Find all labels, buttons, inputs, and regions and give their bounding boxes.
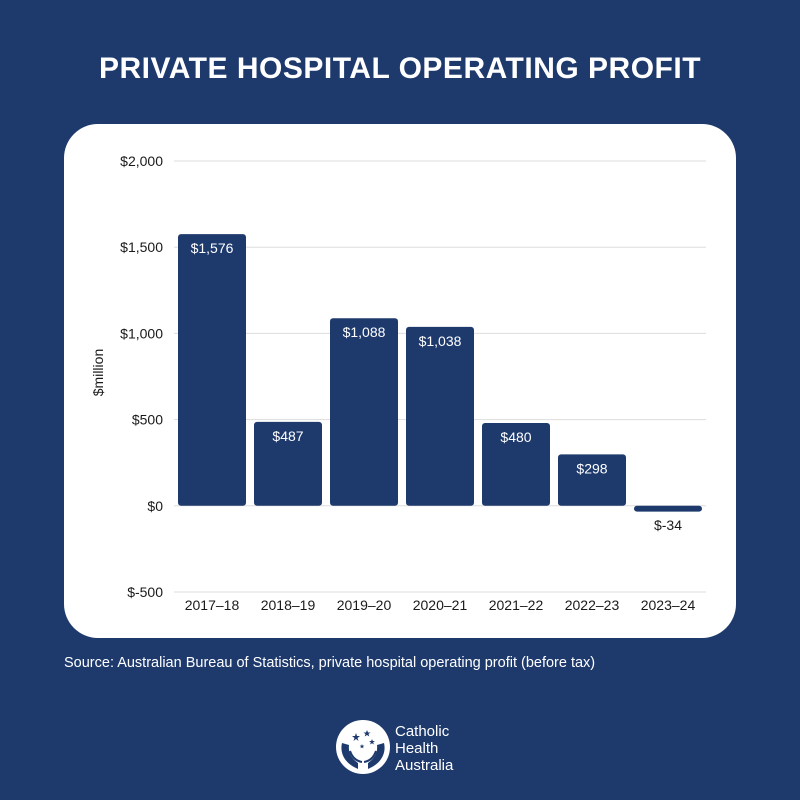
data-label: $1,088 (343, 324, 386, 340)
data-label: $1,576 (191, 240, 234, 256)
bar (482, 423, 550, 506)
source-note: Source: Australian Bureau of Statistics,… (64, 655, 596, 671)
data-label: $1,038 (419, 333, 462, 349)
y-tick-label: $2,000 (120, 153, 163, 169)
data-label: $-34 (654, 517, 682, 533)
x-tick-label: 2019–20 (337, 597, 392, 613)
logo-line: Australia (395, 757, 454, 774)
x-tick-label: 2018–19 (261, 597, 316, 613)
data-label: $487 (272, 428, 303, 444)
chart-title: PRIVATE HOSPITAL OPERATING PROFIT (98, 52, 702, 85)
logo-wordmark: Catholic Health Australia (395, 723, 453, 774)
x-tick-label: 2017–18 (185, 597, 240, 613)
y-tick-label: $0 (147, 498, 163, 514)
x-tick-label: 2022–23 (565, 597, 620, 613)
logo-line: Health (395, 740, 439, 757)
hands-stars-icon (336, 720, 390, 774)
data-label: $480 (500, 429, 531, 445)
bar (634, 505, 702, 512)
bar (558, 454, 626, 506)
bar (178, 234, 246, 506)
logo-line: Catholic (395, 723, 450, 740)
y-tick-label: $-500 (127, 584, 163, 600)
x-tick-label: 2023–24 (641, 597, 696, 613)
y-tick-label: $1,500 (120, 239, 163, 255)
x-tick-label: 2020–21 (413, 597, 468, 613)
data-label: $298 (576, 460, 607, 476)
y-tick-label: $1,000 (120, 325, 163, 341)
y-tick-label: $500 (132, 412, 163, 428)
bar (406, 326, 474, 506)
bar-chart: $2,000 $1,500 $1,000 $500 $0 $-500 $million $1,… (90, 153, 706, 613)
x-tick-label: 2021–22 (489, 597, 544, 613)
chart-card: $2,000 $1,500 $1,000 $500 $0 $-500 $million $1,… (64, 124, 736, 638)
bar (254, 421, 322, 506)
catholic-health-australia-logo: Catholic Health Australia (334, 717, 484, 783)
y-axis-label: $million (90, 349, 106, 396)
bar (330, 318, 398, 506)
